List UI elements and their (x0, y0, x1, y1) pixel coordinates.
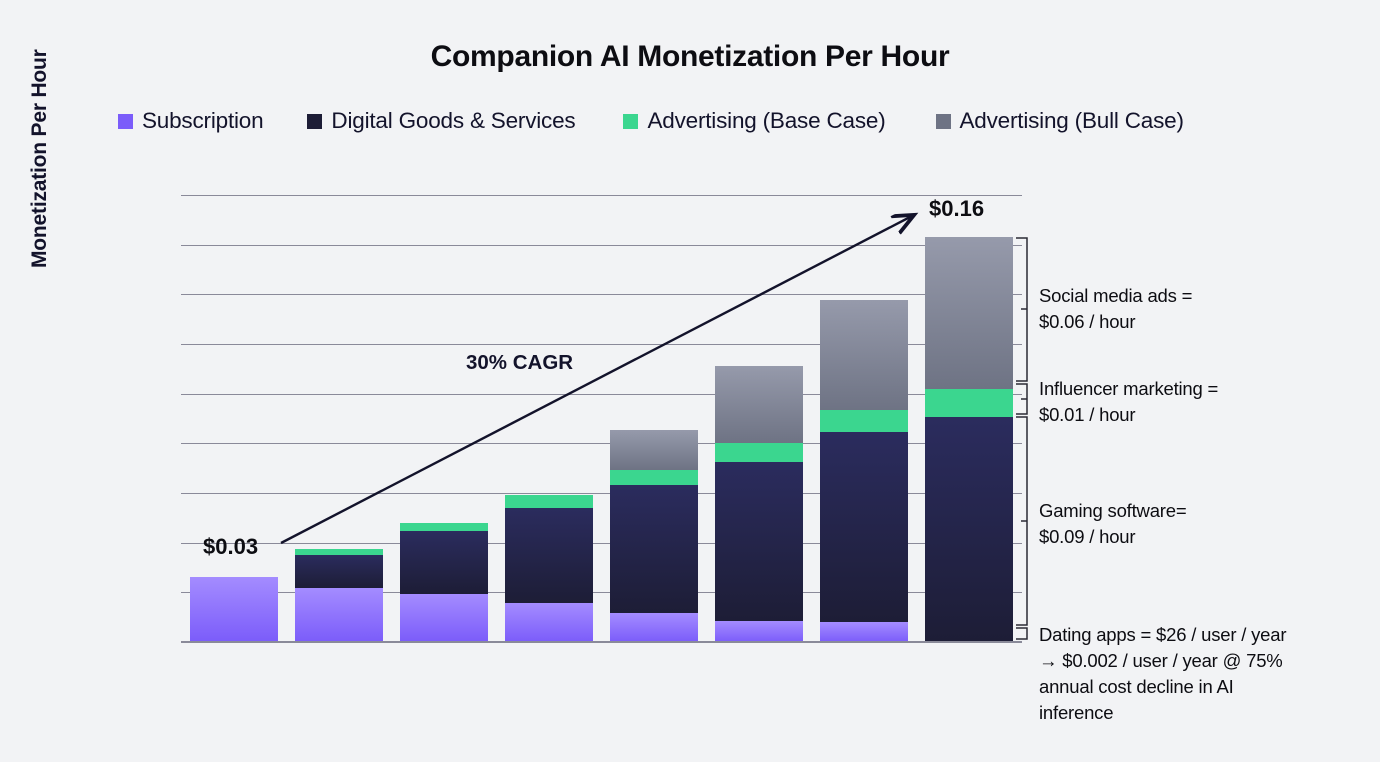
bar-segment-advertising-base[interactable] (610, 469, 699, 485)
bar-segment-advertising-bull[interactable] (820, 300, 909, 411)
gridline (181, 592, 1022, 594)
bar-28E[interactable] (715, 366, 804, 642)
annotation-gaming-software-line-2: $0.09 / hour (1039, 526, 1136, 547)
annotation-social-media-ads: Social media ads = $0.06 / hour (1039, 283, 1192, 335)
cagr-label: 30% CAGR (466, 351, 574, 374)
bar-segment-advertising-base[interactable] (399, 522, 488, 532)
legend-label-digital-goods: Digital Goods & Services (331, 108, 576, 133)
annotation-dating-apps-line-3: annual cost decline in AI (1039, 676, 1234, 697)
legend-item-advertising-base[interactable]: Advertising (Base Case) (623, 108, 886, 134)
bar-segment-digital-goods[interactable] (715, 461, 804, 622)
chart-legend: Subscription Digital Goods & Services Ad… (118, 108, 1298, 134)
annotation-dating-apps-line-2: → $0.002 / user / year @ 75% (1039, 650, 1283, 671)
bar-25E[interactable] (399, 522, 488, 642)
bar-segment-advertising-bull[interactable] (925, 236, 1014, 389)
legend-swatch-advertising-bull (935, 113, 951, 129)
bar-26E[interactable] (504, 494, 593, 642)
legend-swatch-subscription (118, 113, 133, 129)
bar-segment-digital-goods[interactable] (925, 416, 1014, 642)
bar-segment-subscription[interactable] (820, 622, 909, 642)
legend-label-advertising-bull: Advertising (Bull Case) (959, 108, 1184, 133)
legend-swatch-advertising-base (623, 113, 639, 129)
bar-segment-digital-goods[interactable] (294, 555, 383, 588)
annotation-dating-apps-line-1: Dating apps = $26 / user / year (1039, 624, 1287, 645)
annotation-dating-apps: Dating apps = $26 / user / year → $0.002… (1039, 622, 1369, 726)
annotation-dating-apps-line-4: inference (1039, 702, 1114, 723)
bar-24E[interactable] (294, 548, 383, 642)
bar-segment-digital-goods[interactable] (820, 432, 909, 623)
bar-segment-subscription[interactable] (294, 587, 383, 642)
start-value-label: $0.03 (203, 534, 259, 559)
bar-29E[interactable] (820, 300, 909, 642)
legend-item-digital-goods[interactable]: Digital Goods & Services (307, 108, 576, 134)
bar-27E[interactable] (610, 429, 699, 642)
gridline (181, 294, 1022, 296)
gridline (181, 642, 1022, 643)
plot-area: 00.020.040.060.080.10.120.140.160.182023… (181, 195, 1022, 643)
gridline (181, 244, 1022, 246)
bar-segment-subscription[interactable] (189, 577, 278, 642)
bar-segment-advertising-base[interactable] (504, 494, 593, 508)
legend-label-advertising-base: Advertising (Base Case) (647, 108, 886, 133)
annotation-influencer-marketing-line-2: $0.01 / hour (1039, 404, 1136, 425)
x-axis-line (181, 641, 1022, 642)
legend-item-advertising-bull[interactable]: Advertising (Bull Case) (935, 108, 1184, 134)
legend-item-subscription[interactable]: Subscription (118, 108, 264, 134)
bar-segment-digital-goods[interactable] (399, 531, 488, 595)
annotation-influencer-marketing: Influencer marketing = $0.01 / hour (1039, 376, 1218, 428)
bar-segment-advertising-base[interactable] (925, 388, 1014, 417)
legend-swatch-digital-goods (307, 113, 323, 129)
bar-segment-digital-goods[interactable] (504, 507, 593, 604)
y-axis-label: Monetization Per Hour (28, 49, 51, 268)
bar-segment-subscription[interactable] (715, 621, 804, 642)
annotation-social-media-ads-line-2: $0.06 / hour (1039, 311, 1136, 332)
bar-2023[interactable] (189, 577, 278, 642)
page-title: Companion AI Monetization Per Hour (430, 40, 950, 73)
bar-segment-subscription[interactable] (504, 603, 593, 642)
bar-segment-advertising-base[interactable] (715, 443, 804, 462)
annotation-gaming-software: Gaming software= $0.09 / hour (1039, 498, 1187, 550)
bar-segment-subscription[interactable] (610, 612, 699, 642)
bar-segment-advertising-base[interactable] (294, 548, 383, 556)
bar-segment-advertising-base[interactable] (820, 410, 909, 433)
gridline (181, 195, 1022, 196)
end-value-label: $0.16 (929, 196, 985, 221)
annotation-influencer-marketing-line-1: Influencer marketing = (1039, 378, 1219, 399)
legend-label-subscription: Subscription (142, 108, 264, 133)
annotation-gaming-software-line-1: Gaming software= (1039, 500, 1187, 521)
bar-segment-advertising-bull[interactable] (610, 429, 699, 470)
annotation-social-media-ads-line-1: Social media ads = (1039, 285, 1193, 306)
bar-segment-subscription[interactable] (399, 594, 488, 642)
bar-30E[interactable] (925, 236, 1014, 642)
bar-segment-digital-goods[interactable] (610, 484, 699, 613)
bar-segment-advertising-bull[interactable] (715, 366, 804, 444)
